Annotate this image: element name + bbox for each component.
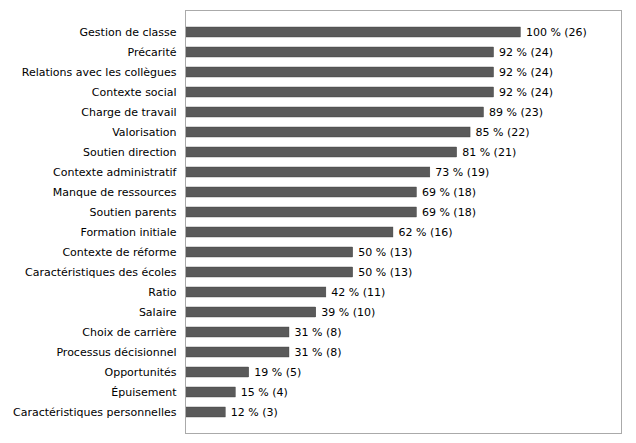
svg-text:Ratio: Ratio xyxy=(148,286,177,299)
svg-text:69 % (18): 69 % (18) xyxy=(422,206,476,219)
svg-text:Précarité: Précarité xyxy=(128,46,177,59)
svg-text:92 % (24): 92 % (24) xyxy=(499,46,553,59)
svg-text:Gestion de classe: Gestion de classe xyxy=(80,26,177,39)
svg-text:Opportunités: Opportunités xyxy=(105,366,177,379)
svg-text:Charge de travail: Charge de travail xyxy=(81,106,176,119)
svg-text:92 % (24): 92 % (24) xyxy=(499,86,553,99)
svg-text:85 % (22): 85 % (22) xyxy=(476,126,530,139)
svg-text:31 % (8): 31 % (8) xyxy=(294,346,341,359)
svg-text:12 % (3): 12 % (3) xyxy=(231,406,278,419)
svg-text:Caractéristiques des écoles: Caractéristiques des écoles xyxy=(25,266,177,279)
svg-text:Processus décisionnel: Processus décisionnel xyxy=(56,346,176,359)
svg-text:Soutien parents: Soutien parents xyxy=(89,206,176,219)
svg-text:Formation initiale: Formation initiale xyxy=(80,226,176,239)
svg-text:Choix de carrière: Choix de carrière xyxy=(82,326,176,339)
svg-text:Manque de ressources: Manque de ressources xyxy=(53,186,177,199)
svg-text:Soutien direction: Soutien direction xyxy=(83,146,177,159)
svg-text:Valorisation: Valorisation xyxy=(112,126,176,139)
svg-text:81 % (21): 81 % (21) xyxy=(462,146,516,159)
svg-text:Salaire: Salaire xyxy=(139,306,177,319)
svg-text:Épuisement: Épuisement xyxy=(111,386,177,399)
svg-text:Contexte social: Contexte social xyxy=(92,86,177,99)
svg-text:62 % (16): 62 % (16) xyxy=(398,226,452,239)
svg-text:Relations avec les collègues: Relations avec les collègues xyxy=(22,66,177,79)
svg-text:69 % (18): 69 % (18) xyxy=(422,186,476,199)
svg-text:39 % (10): 39 % (10) xyxy=(321,306,375,319)
svg-text:50 % (13): 50 % (13) xyxy=(358,246,412,259)
svg-text:73 % (19): 73 % (19) xyxy=(435,166,489,179)
svg-text:19 % (5): 19 % (5) xyxy=(254,366,301,379)
svg-text:15 % (4): 15 % (4) xyxy=(241,386,288,399)
svg-text:31 % (8): 31 % (8) xyxy=(294,326,341,339)
svg-text:92 % (24): 92 % (24) xyxy=(499,66,553,79)
svg-text:Contexte de réforme: Contexte de réforme xyxy=(62,246,176,259)
svg-text:Contexte administratif: Contexte administratif xyxy=(53,166,178,179)
svg-text:50 % (13): 50 % (13) xyxy=(358,266,412,279)
svg-text:89 % (23): 89 % (23) xyxy=(489,106,543,119)
svg-text:42 % (11): 42 % (11) xyxy=(331,286,385,299)
svg-text:Caractéristiques personnelles: Caractéristiques personnelles xyxy=(13,406,177,419)
svg-text:100 % (26): 100 % (26) xyxy=(526,26,587,39)
